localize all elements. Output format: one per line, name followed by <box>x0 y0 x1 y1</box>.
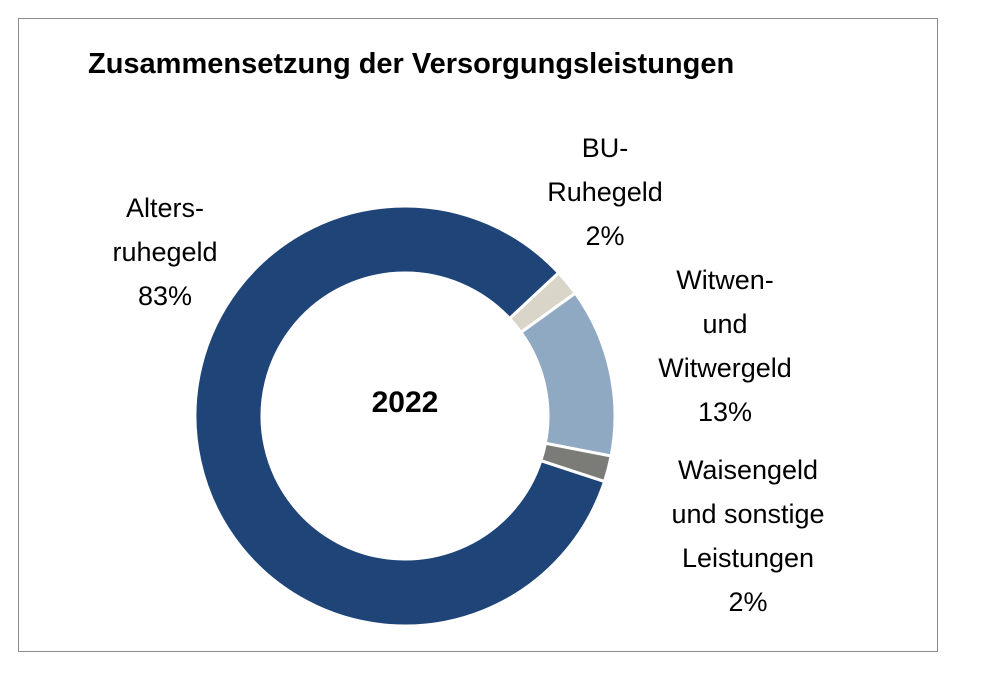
slice-label-witwen-witwergeld: Witwen- und Witwergeld 13% <box>640 258 810 434</box>
slice-value-label: 13% <box>697 397 753 427</box>
slice-label-line: Waisengeld <box>677 455 819 485</box>
slice-label-line: und <box>702 309 748 339</box>
slice-label-bu-ruhegeld: BU- Ruhegeld 2% <box>540 126 670 258</box>
slice-label-line: ruhegeld <box>112 237 218 267</box>
slice-value-label: 2% <box>585 221 625 251</box>
slice-label-altersruhegeld: Alters- ruhegeld 83% <box>90 186 240 318</box>
chart-title: Zusammensetzung der Versorgungsleistunge… <box>88 48 735 80</box>
slice-value-label: 2% <box>728 587 768 617</box>
slice-label-line: Witwen- <box>676 265 774 295</box>
donut-slice-altersruhegeld <box>193 204 607 628</box>
slice-value-label: 83% <box>137 281 193 311</box>
slice-label-line: und sonstige <box>671 499 825 529</box>
slice-label-line: Witwergeld <box>658 353 792 383</box>
center-label-year: 2022 <box>371 386 439 419</box>
slice-label-waisengeld: Waisengeld und sonstige Leistungen 2% <box>648 448 848 624</box>
slice-label-line: Ruhegeld <box>547 177 663 207</box>
slice-label-line: Leistungen <box>681 543 815 573</box>
slice-label-line: BU- <box>581 133 629 163</box>
slice-label-line: Alters- <box>125 193 204 223</box>
